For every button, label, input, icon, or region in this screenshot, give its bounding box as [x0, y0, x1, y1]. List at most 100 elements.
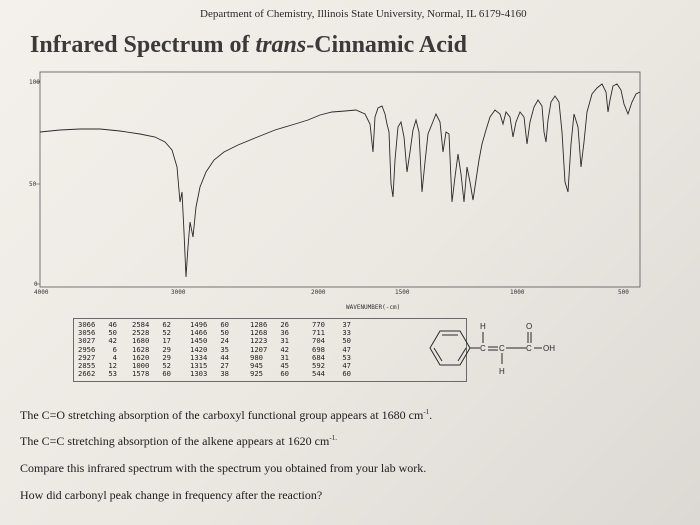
wavenumber: 2855	[78, 361, 96, 371]
p2-text: The C=C stretching absorption of the alk…	[20, 434, 330, 448]
wavenumber: 698	[312, 344, 325, 354]
ring-double-bond	[433, 347, 443, 362]
transmittance: 42	[280, 344, 289, 354]
transmittance: 33	[342, 328, 351, 338]
transmittance: 31	[280, 352, 289, 362]
wavenumber: 1303	[190, 369, 208, 379]
p1-text: The C=O stretching absorption of the car…	[20, 408, 424, 422]
h-top-label: H	[480, 322, 486, 331]
peak-column: 1286 26 1268 36 1223 31 1207 42 980 31 945 45 …	[250, 320, 289, 379]
wavenumber: 1315	[190, 361, 208, 371]
wavenumber: 1620	[132, 352, 150, 362]
table-row: 3056 50	[78, 328, 117, 338]
table-row: 1303 38	[190, 370, 229, 378]
table-row: 1680 17	[132, 337, 171, 345]
transmittance: 50	[342, 336, 351, 346]
transmittance: 37	[342, 320, 351, 329]
wavenumber: 945	[250, 361, 263, 371]
paragraph-compare: Compare this infrared spectrum with the …	[20, 461, 427, 475]
table-row: 770 37	[312, 320, 351, 329]
transmittance: 29	[162, 352, 171, 362]
wavenumber: 2528	[132, 328, 150, 338]
peak-column: 2584 62 2528 52 1680 17 1628 29 1620 29 1000 5…	[132, 320, 171, 378]
wavenumber: 1286	[250, 320, 268, 329]
transmittance: 29	[162, 344, 171, 354]
table-row: 1620 29	[132, 352, 171, 362]
wavenumber: 1578	[132, 369, 150, 379]
p1-sup: -1	[423, 408, 430, 416]
paragraph-carbonyl: The C=O stretching absorption of the car…	[20, 408, 432, 423]
wavenumber: 1334	[190, 352, 208, 362]
transmittance: 45	[280, 361, 289, 371]
department-header: Department of Chemistry, Illinois State …	[200, 8, 527, 20]
paragraph-question: How did carbonyl peak change in frequenc…	[20, 488, 323, 502]
transmittance: 52	[162, 328, 171, 338]
table-row: 2584 62	[132, 320, 171, 329]
wavenumber: 1450	[190, 336, 208, 346]
x-axis-unit: WAVENUMBER(-cm)	[346, 304, 400, 311]
title-suffix: -Cinnamic Acid	[306, 32, 467, 58]
table-row: 2956 6	[78, 345, 117, 354]
spectrum-trace	[39, 83, 641, 278]
transmittance: 47	[342, 361, 351, 371]
x-tick-2000: 2000	[311, 289, 326, 296]
wavenumber: 3027	[78, 336, 96, 346]
paragraph-alkene: The C=C stretching absorption of the alk…	[20, 434, 337, 449]
wavenumber: 711	[312, 328, 325, 338]
cinnamic-acid-structure: H C C H C O OH	[420, 318, 610, 382]
table-row: 2528 52	[132, 328, 171, 338]
spectrum-svg: 100 50 0 4000 3000 2000 1500 1000 500 WA…	[29, 71, 641, 311]
wavenumber: 2662	[78, 369, 96, 379]
table-row: 1286 26	[250, 320, 289, 329]
transmittance: 52	[162, 361, 171, 371]
page-title: Infrared Spectrum of trans-Cinnamic Acid	[30, 32, 467, 59]
y-tick-0: 0	[34, 281, 38, 288]
table-row: 711 33	[312, 328, 351, 338]
transmittance: 53	[342, 352, 351, 362]
transmittance: 50	[108, 328, 117, 338]
benzene-ring	[429, 330, 471, 366]
wavenumber: 1000	[132, 361, 150, 371]
carbon-label: C	[480, 344, 486, 353]
peak-column: 1496 60 1466 50 1450 24 1420 35 1334 44 1315 2…	[190, 320, 229, 378]
carbon-label: C	[499, 344, 505, 353]
peak-column: 770 37 711 33 704 50 698 47 684 53 592 47 544 6…	[312, 320, 351, 378]
transmittance: 24	[220, 336, 229, 346]
wavenumber: 592	[312, 361, 325, 371]
table-row: 1334 44	[190, 352, 229, 362]
transmittance: 60	[162, 369, 171, 379]
peak-table: 3066 46 3056 50 3027 42 2956 6 2927 4 2855 12 …	[73, 318, 467, 382]
table-row: 1496 60	[190, 320, 229, 329]
table-row: 1207 42	[250, 344, 289, 354]
transmittance: 42	[108, 336, 117, 346]
transmittance: 60	[220, 320, 229, 329]
transmittance: 60	[342, 369, 351, 379]
table-row: 1268 36	[250, 328, 289, 337]
table-row: 684 53	[312, 352, 351, 362]
hydroxyl-label: OH	[543, 344, 555, 353]
transmittance: 53	[108, 369, 117, 379]
transmittance: 47	[342, 344, 351, 354]
title-prefix: Infrared Spectrum of	[30, 32, 256, 58]
transmittance: 44	[220, 352, 229, 362]
wavenumber: 980	[250, 352, 263, 362]
y-tick-100: 100	[29, 79, 40, 86]
table-row: 1578 60	[132, 370, 171, 378]
table-row: 2662 53	[78, 370, 117, 378]
transmittance: 17	[162, 336, 171, 346]
peak-column: 3066 46 3056 50 3027 42 2956 6 2927 4 2855 12 …	[78, 320, 117, 378]
table-row: 544 60	[312, 370, 351, 378]
table-row: 1466 50	[190, 328, 229, 337]
wavenumber: 1223	[250, 336, 268, 346]
wavenumber: 544	[312, 369, 325, 379]
wavenumber: 925	[250, 369, 263, 379]
transmittance: 38	[220, 369, 229, 379]
oxygen-label: O	[526, 322, 532, 331]
table-row: 1420 35	[190, 345, 229, 354]
x-tick-500: 500	[618, 289, 629, 296]
table-row: 1628 29	[132, 344, 171, 354]
table-row: 1223 31	[250, 337, 289, 345]
wavenumber: 770	[312, 320, 325, 329]
transmittance: 62	[162, 320, 171, 329]
wavenumber: 1207	[250, 344, 268, 354]
